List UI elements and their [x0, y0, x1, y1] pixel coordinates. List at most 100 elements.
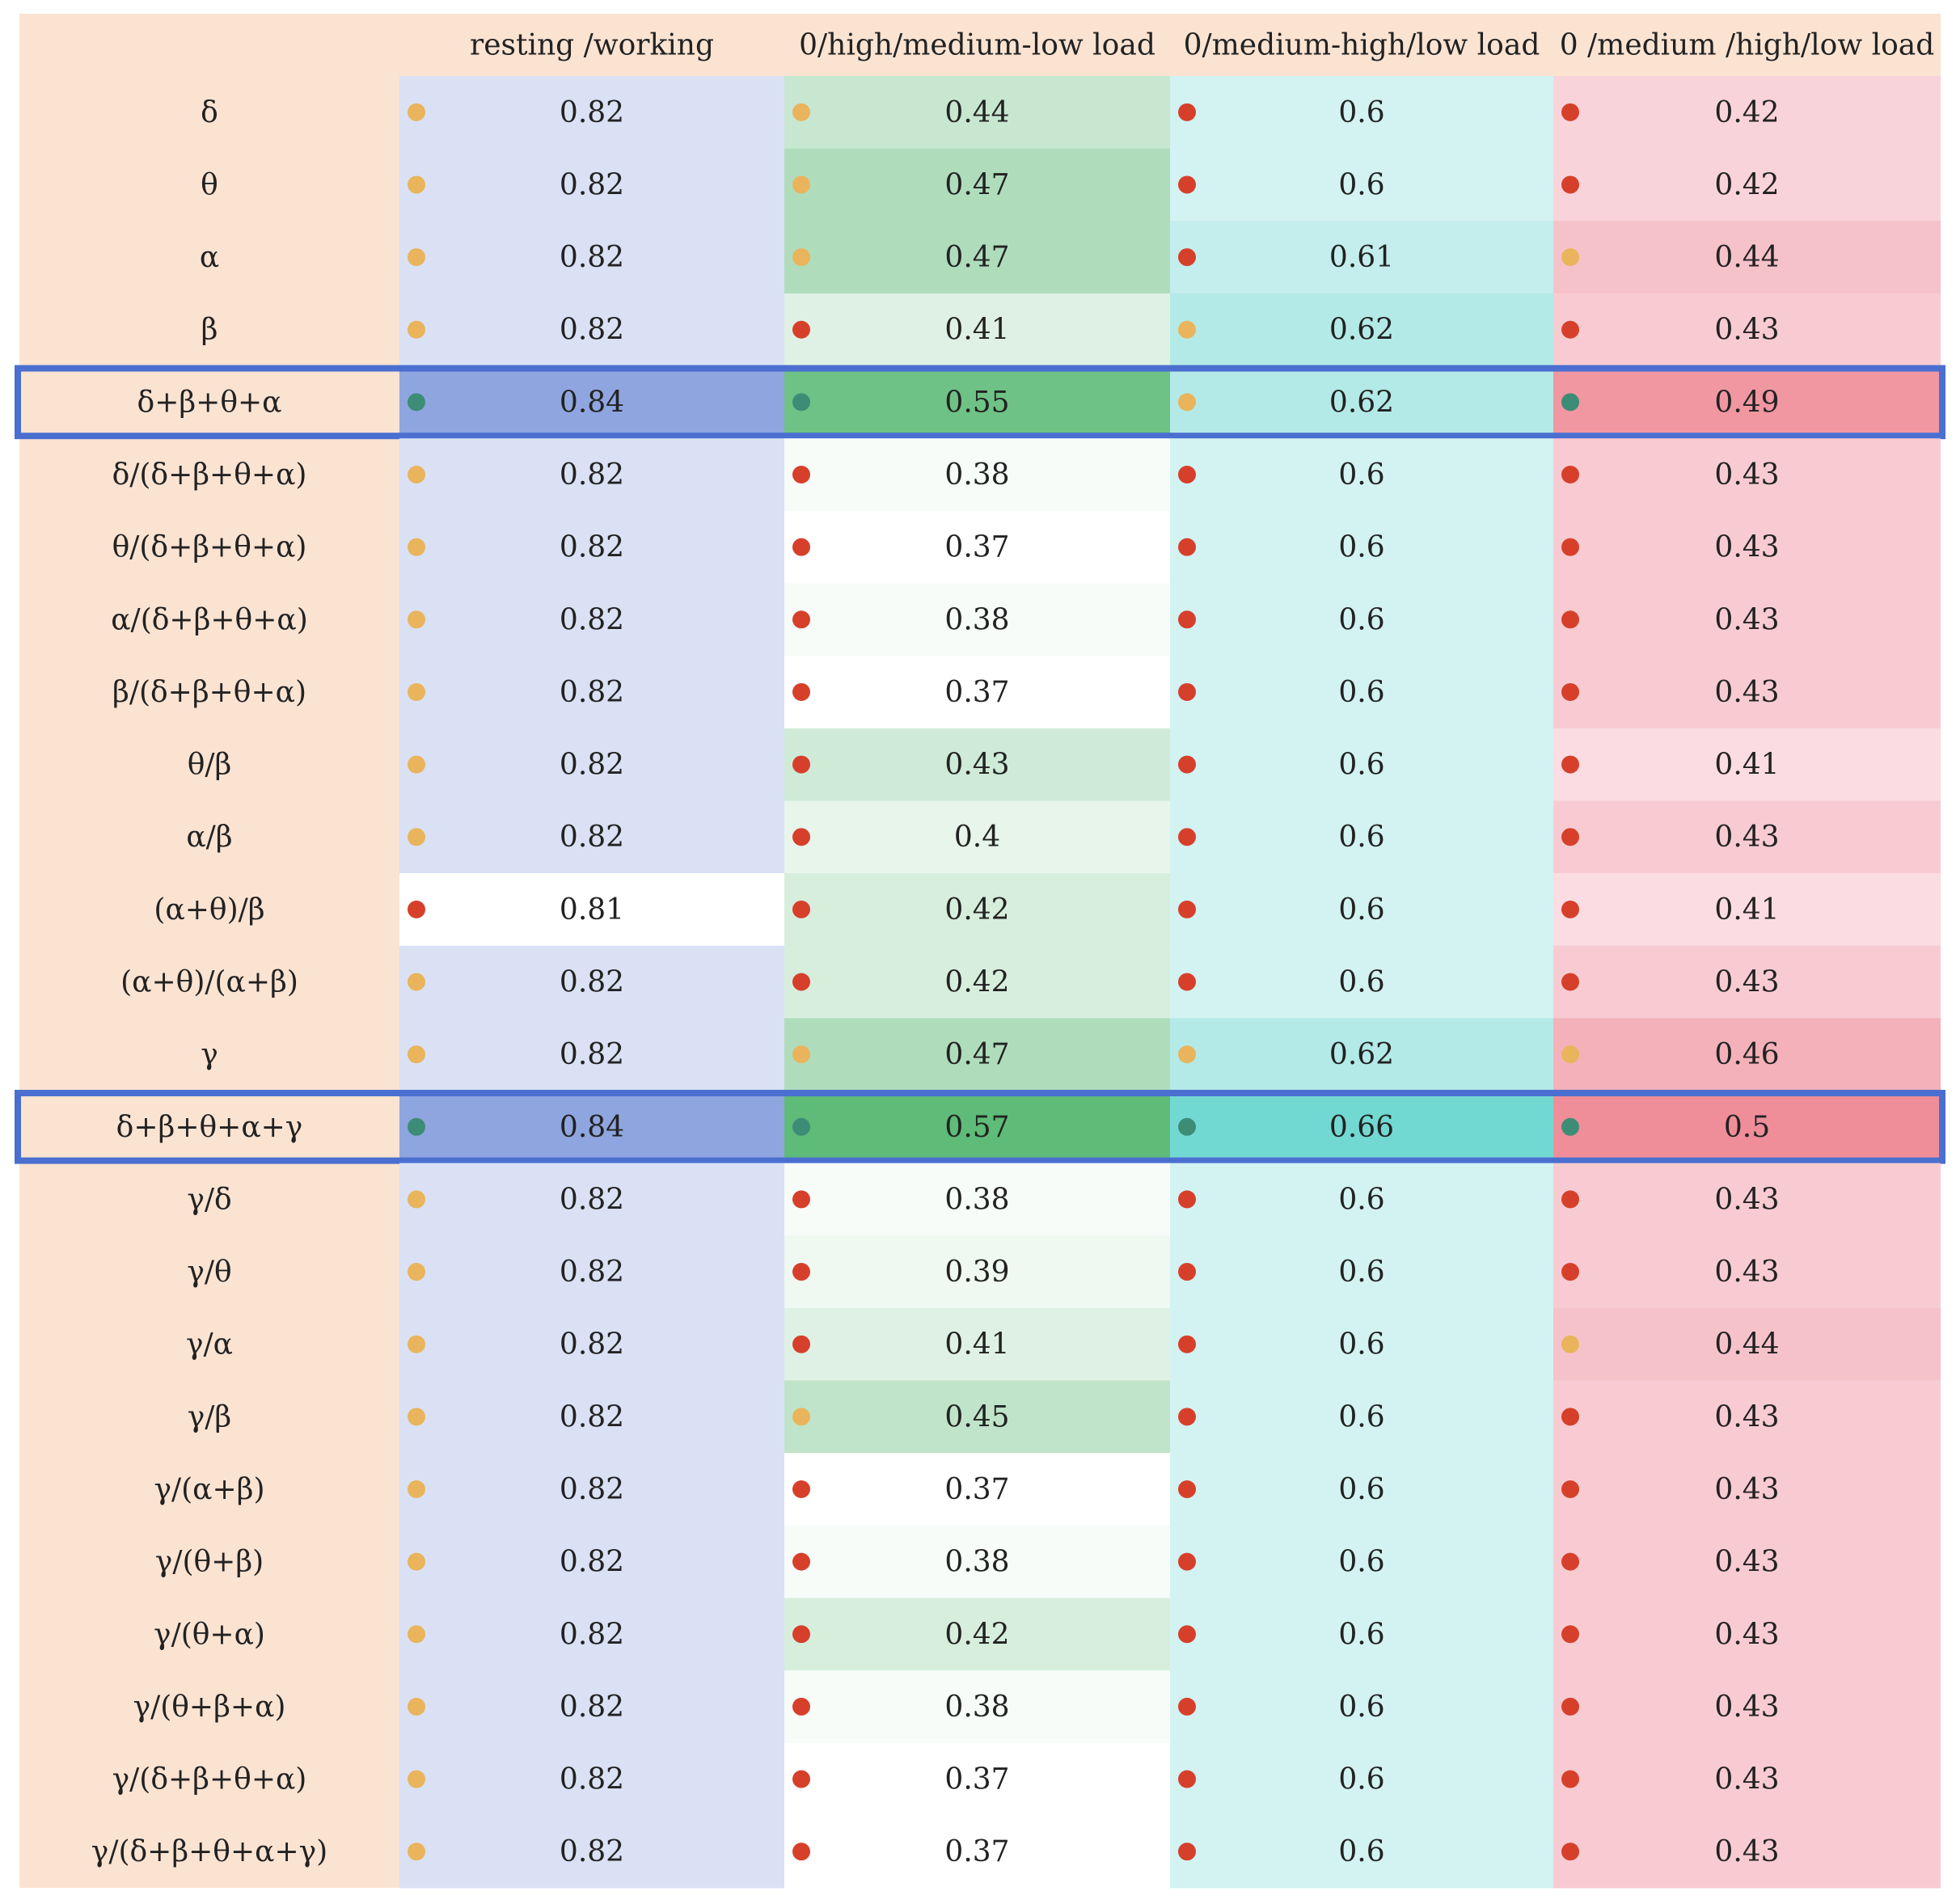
- heatmap-cell: [784, 1235, 1170, 1309]
- cell-value: 0.39: [944, 1256, 1009, 1289]
- heatmap-cell: [1553, 873, 1941, 947]
- cell-value: 0.57: [944, 1111, 1009, 1144]
- marker-dot-red: [1178, 682, 1196, 701]
- cell-value: 0.82: [560, 1835, 624, 1868]
- marker-dot-red: [1178, 1843, 1196, 1861]
- marker-dot-yellow: [408, 175, 425, 194]
- heatmap-cell: [1553, 1525, 1941, 1598]
- cell-value: 0.66: [1329, 1111, 1394, 1144]
- cell-value: 0.81: [560, 893, 624, 927]
- marker-dot-red: [1178, 466, 1196, 484]
- heatmap-cell: [399, 1380, 784, 1454]
- marker-dot-green: [792, 1117, 810, 1136]
- heatmap-cell: [399, 873, 784, 947]
- cell-value: 0.82: [560, 1256, 624, 1289]
- cell-value: 0.6: [1338, 96, 1384, 129]
- heatmap-cell: [784, 510, 1170, 584]
- cell-value: 0.6: [1338, 1618, 1384, 1651]
- cell-value: 0.37: [944, 531, 1009, 564]
- marker-dot-red: [1178, 900, 1196, 918]
- heatmap-cell: [1553, 365, 1941, 439]
- marker-dot-red: [1178, 1335, 1196, 1353]
- cell-value: 0.82: [560, 603, 624, 636]
- heatmap-cell: [399, 1670, 784, 1744]
- marker-dot-yellow: [408, 1697, 425, 1716]
- heatmap-cell: [784, 945, 1170, 1019]
- marker-dot-yellow: [792, 248, 810, 267]
- cell-value: 0.6: [1338, 749, 1384, 782]
- row-label: γ/(θ+β): [155, 1546, 264, 1579]
- marker-dot-red: [1178, 103, 1196, 121]
- heatmap-cell: [784, 656, 1170, 729]
- heatmap-cell: [1170, 1380, 1553, 1454]
- marker-dot-red: [1178, 828, 1196, 846]
- heatmap-cell: [784, 438, 1170, 512]
- heatmap-cell: [1170, 1163, 1553, 1236]
- marker-dot-red: [792, 1625, 810, 1644]
- column-header: 0/medium-high/low load: [1184, 29, 1540, 62]
- cell-value: 0.38: [944, 1691, 1009, 1724]
- cell-value: 0.43: [1714, 531, 1779, 564]
- marker-dot-green: [1561, 393, 1579, 412]
- row-label: α: [200, 241, 219, 274]
- marker-dot-red: [792, 900, 810, 918]
- heatmap-cell: [1553, 583, 1941, 656]
- heatmap-cell: [1170, 438, 1553, 512]
- highlight-box: [15, 1089, 1945, 1164]
- row-label: γ/(θ+β+α): [133, 1691, 286, 1724]
- marker-dot-yellow: [792, 1045, 810, 1064]
- row-label: γ/β: [188, 1400, 231, 1433]
- heatmap-cell: [399, 945, 784, 1019]
- cell-value: 0.82: [560, 1473, 624, 1506]
- cell-value: 0.62: [1329, 314, 1394, 347]
- heatmap-cell: [399, 76, 784, 150]
- cell-value: 0.43: [1714, 1691, 1779, 1724]
- marker-dot-yellow: [408, 1843, 425, 1861]
- column-header: 0 /medium /high/low load: [1560, 29, 1935, 62]
- marker-dot-red: [1178, 1263, 1196, 1281]
- marker-dot-yellow: [408, 610, 425, 629]
- cell-value: 0.6: [1338, 1183, 1384, 1216]
- marker-dot-red: [1178, 755, 1196, 774]
- heatmap-cell: [1553, 1090, 1941, 1164]
- marker-dot-red: [792, 1843, 810, 1861]
- heatmap-cell: [1553, 1163, 1941, 1236]
- cell-value: 0.38: [944, 458, 1009, 492]
- cell-value: 0.6: [1338, 531, 1384, 564]
- marker-dot-yellow: [408, 755, 425, 774]
- marker-dot-red: [1561, 828, 1579, 846]
- marker-dot-yellow: [408, 1190, 425, 1209]
- cell-value: 0.6: [1338, 603, 1384, 636]
- marker-dot-red: [1561, 1770, 1579, 1788]
- heatmap-cell: [1553, 1742, 1941, 1816]
- heatmap-cell: [784, 148, 1170, 222]
- marker-dot-red: [1178, 1770, 1196, 1788]
- heatmap-cell: [399, 148, 784, 222]
- heatmap-cell: [399, 510, 784, 584]
- marker-dot-green: [408, 393, 425, 412]
- heatmap-cell: [784, 1380, 1170, 1454]
- heatmap-cell: [1170, 293, 1553, 367]
- marker-dot-yellow: [1561, 1335, 1579, 1353]
- heatmap-cell: [399, 1525, 784, 1598]
- marker-dot-red: [1561, 682, 1579, 701]
- row-label: θ/(δ+β+θ+α): [112, 531, 307, 564]
- cell-value: 0.6: [1338, 1691, 1384, 1724]
- heatmap-cell: [784, 1525, 1170, 1598]
- row-label: θ: [201, 168, 218, 201]
- cell-value: 0.38: [944, 603, 1009, 636]
- cell-value: 0.84: [560, 386, 624, 419]
- heatmap-cell: [399, 728, 784, 801]
- heatmap-cell: [1553, 1598, 1941, 1671]
- marker-dot-red: [1561, 1843, 1579, 1861]
- row-label: γ: [201, 1038, 218, 1071]
- cell-value: 0.61: [1329, 241, 1394, 274]
- header-bg: [399, 14, 1941, 76]
- cell-value: 0.44: [1714, 241, 1779, 274]
- marker-dot-red: [1561, 103, 1579, 121]
- marker-dot-yellow: [408, 320, 425, 339]
- cell-value: 0.82: [560, 1618, 624, 1651]
- heatmap-cell: [1170, 1018, 1553, 1091]
- cell-value: 0.82: [560, 749, 624, 782]
- marker-dot-yellow: [408, 973, 425, 991]
